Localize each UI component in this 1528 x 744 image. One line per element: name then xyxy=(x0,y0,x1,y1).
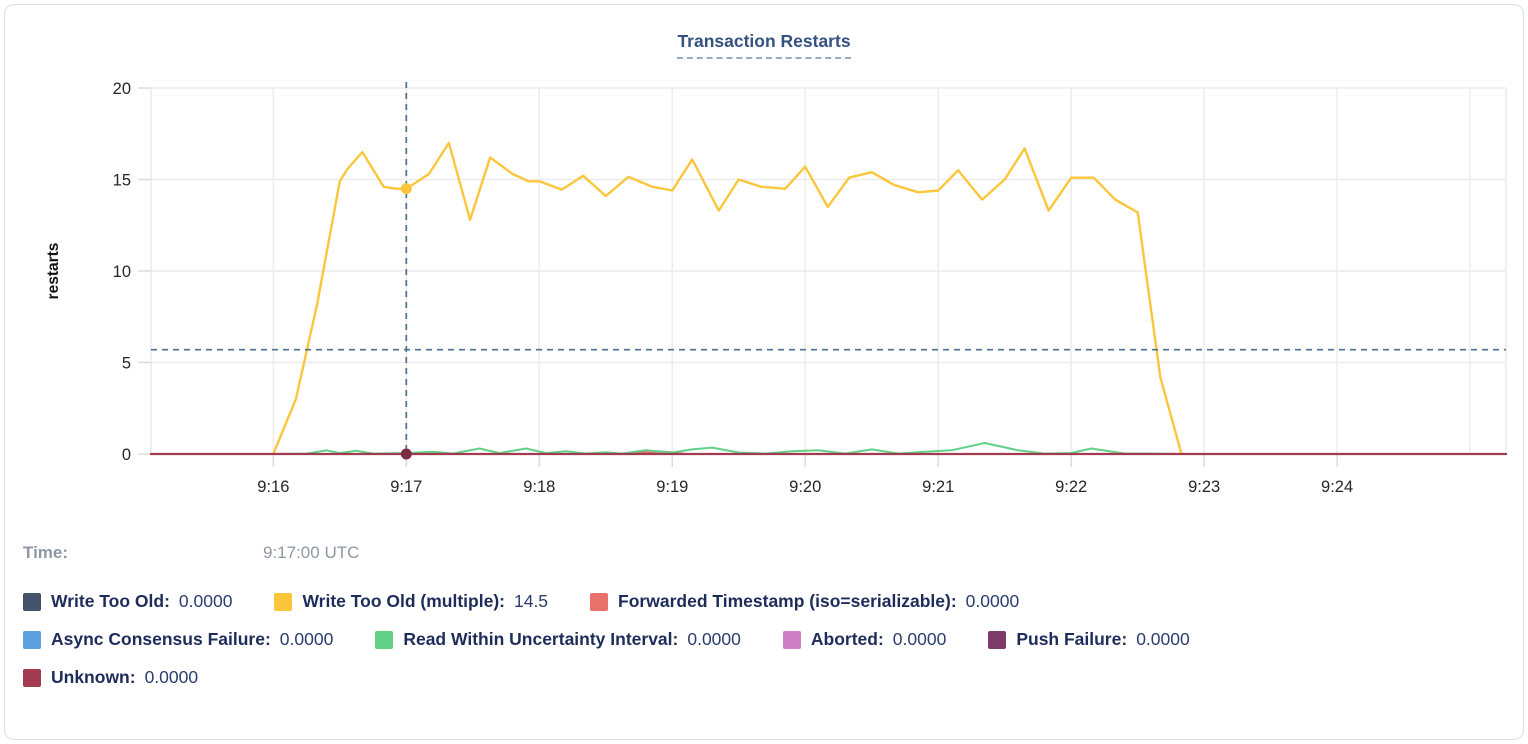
x-tick-label: 9:23 xyxy=(1188,478,1220,496)
chart-title[interactable]: Transaction Restarts xyxy=(677,31,851,59)
y-tick-label: 10 xyxy=(113,263,131,281)
x-tick-label: 9:20 xyxy=(789,478,821,496)
legend-row: Write Too Old: 0.0000 Write Too Old (multi… xyxy=(23,591,1513,612)
hover-time-value: 9:17:00 UTC xyxy=(263,543,360,562)
x-axis-tick-labels: 9:16 9:17 9:18 9:19 9:20 9:21 9:22 9:23 9:24 xyxy=(257,478,1353,496)
legend-swatch-unknown xyxy=(23,668,41,687)
hover-point-unknown xyxy=(400,448,412,460)
legend-value: 0.0000 xyxy=(178,591,233,611)
legend-row: Async Consensus Failure: 0.0000 Read Withi… xyxy=(23,629,1513,650)
x-tick-label: 9:18 xyxy=(523,478,555,496)
legend-item-unknown: Unknown: 0.0000 xyxy=(23,667,198,688)
legend-item-async-consensus-failure: Async Consensus Failure: 0.0000 xyxy=(23,629,333,650)
legend-item-write-too-old: Write Too Old: 0.0000 xyxy=(23,591,232,612)
chart-legend: Write Too Old: 0.0000 Write Too Old (multi… xyxy=(23,591,1513,705)
legend-label: Push Failure: xyxy=(1016,629,1128,649)
transaction-restarts-plot[interactable]: 0 5 10 15 20 9:16 9:17 9:18 9:19 9:20 9:21 9:22 9:23… xyxy=(4,5,1524,517)
grid xyxy=(138,87,1507,467)
legend-value: 14.5 xyxy=(513,591,549,611)
y-axis-tick-labels: 0 5 10 15 20 xyxy=(113,80,131,464)
legend-item-forwarded-timestamp-iso-serializable: Forwarded Timestamp (iso=serializable): 0… xyxy=(590,591,1019,612)
y-tick-label: 20 xyxy=(113,80,131,98)
legend-value: 0.0000 xyxy=(892,629,947,649)
legend-swatch-write-too-old-multiple xyxy=(274,592,293,611)
legend-label: Aborted: xyxy=(810,629,884,649)
hover-crosshair xyxy=(151,82,1506,460)
legend-value: 0.0000 xyxy=(687,629,741,649)
legend-value: 0.0000 xyxy=(279,629,334,649)
x-tick-label: 9:24 xyxy=(1321,478,1353,496)
hover-time-label: Time: xyxy=(23,543,69,562)
legend-swatch-write-too-old xyxy=(23,592,41,611)
legend-value: 0.0000 xyxy=(965,591,1020,611)
legend-label: Write Too Old (multiple): xyxy=(302,591,505,611)
legend-item-aborted: Aborted: 0.0000 xyxy=(782,629,947,650)
legend-item-write-too-old-multiple: Write Too Old (multiple): 14.5 xyxy=(274,591,548,612)
legend-item-read-within-uncertainty-interval: Read Within Uncertainty Interval: 0.0000 xyxy=(375,629,741,650)
legend-value: 0.0000 xyxy=(144,667,199,687)
x-tick-label: 9:16 xyxy=(257,478,289,496)
y-tick-label: 5 xyxy=(122,355,131,373)
x-tick-label: 9:22 xyxy=(1055,478,1087,496)
y-tick-label: 15 xyxy=(113,172,131,190)
legend-swatch-read-within-uncertainty-interval xyxy=(375,630,394,649)
legend-swatch-aborted xyxy=(782,630,801,649)
legend-label: Forwarded Timestamp (iso=serializable): xyxy=(618,591,957,611)
legend-label: Write Too Old: xyxy=(51,591,170,611)
series-line-write-too-old-multiple xyxy=(272,141,1183,456)
legend-row: Unknown: 0.0000 xyxy=(23,667,1513,688)
y-tick-label: 0 xyxy=(122,446,131,464)
chart-card: Transaction Restarts 0 5 10 15 20 9:16 9:17 9:1… xyxy=(4,4,1524,740)
legend-swatch-push-failure xyxy=(988,630,1007,649)
hover-time-row: Time: 9:17:00 UTC xyxy=(23,543,359,563)
series-lines xyxy=(149,141,1508,456)
hover-point-write-too-old-multiple xyxy=(400,183,412,195)
legend-item-push-failure: Push Failure: 0.0000 xyxy=(988,629,1190,650)
legend-label: Read Within Uncertainty Interval: xyxy=(403,629,679,649)
legend-swatch-forwarded-timestamp-iso-serializable xyxy=(590,592,609,611)
legend-label: Async Consensus Failure: xyxy=(51,629,271,649)
legend-swatch-async-consensus-failure xyxy=(23,630,41,649)
x-tick-label: 9:21 xyxy=(922,478,954,496)
legend-label: Unknown: xyxy=(51,667,136,687)
x-tick-label: 9:17 xyxy=(390,478,422,496)
y-axis-label: restarts xyxy=(45,243,62,300)
x-tick-label: 9:19 xyxy=(656,478,688,496)
legend-value: 0.0000 xyxy=(1136,629,1190,649)
chart-header: Transaction Restarts xyxy=(5,31,1523,59)
